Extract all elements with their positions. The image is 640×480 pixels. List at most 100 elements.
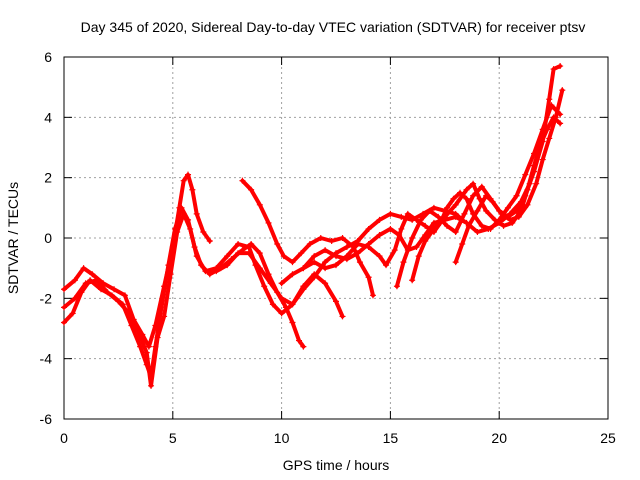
data-point-marker <box>441 213 448 220</box>
data-point-marker <box>300 343 307 350</box>
data-point-marker <box>278 280 285 287</box>
data-point-marker <box>289 319 296 326</box>
data-point-marker <box>559 87 566 94</box>
data-point-marker <box>311 274 318 281</box>
data-point-marker <box>93 277 100 284</box>
data-point-marker <box>115 298 122 305</box>
data-point-marker <box>224 253 231 260</box>
data-point-marker <box>235 250 242 257</box>
data-point-marker <box>104 289 111 296</box>
data-point-marker <box>461 210 468 217</box>
data-points <box>61 63 566 389</box>
data-point-marker <box>459 241 466 248</box>
data-point-marker <box>452 201 459 208</box>
x-tick-label: 10 <box>274 430 290 446</box>
data-point-marker <box>513 192 520 199</box>
data-point-marker <box>487 225 494 232</box>
data-point-marker <box>311 259 318 266</box>
data-point-marker <box>533 180 540 187</box>
data-point-marker <box>239 177 246 184</box>
data-point-marker <box>121 292 128 299</box>
data-point-marker <box>387 210 394 217</box>
data-point-marker <box>376 231 383 238</box>
data-point-marker <box>180 177 187 184</box>
x-tick-label: 0 <box>60 430 68 446</box>
data-point-marker <box>544 126 551 133</box>
series-trace-sat-i <box>410 115 563 283</box>
data-point-marker <box>470 192 477 199</box>
data-point-marker <box>391 247 398 254</box>
data-point-marker <box>317 235 324 241</box>
data-point-marker <box>193 253 200 260</box>
series-trace-sat-c <box>62 211 345 388</box>
data-point-marker <box>498 210 505 217</box>
data-point-marker <box>550 66 557 73</box>
data-point-marker <box>333 253 339 260</box>
data-point-marker <box>202 268 209 275</box>
data-point-marker <box>478 222 485 229</box>
data-point-marker <box>417 216 424 223</box>
data-point-marker <box>430 204 437 211</box>
data-point-marker <box>311 253 318 260</box>
data-point-marker <box>180 210 187 217</box>
data-point-marker <box>267 280 274 287</box>
data-point-marker <box>398 213 405 220</box>
data-point-marker <box>296 337 303 344</box>
data-point-marker <box>289 301 296 308</box>
data-point-marker <box>328 238 335 245</box>
data-point-marker <box>430 219 437 226</box>
y-axis-label: SDTVAR / TECUs <box>5 182 21 294</box>
data-point-marker <box>474 207 481 214</box>
data-point-marker <box>261 283 268 290</box>
x-axis-label: GPS time / hours <box>283 457 390 473</box>
data-point-marker <box>376 216 383 223</box>
data-point-marker <box>404 210 411 217</box>
data-point-marker <box>61 286 67 293</box>
data-point-marker <box>143 349 150 356</box>
data-point-marker <box>539 156 546 163</box>
data-point-marker <box>89 271 96 278</box>
series-trace-sat-a <box>62 172 212 349</box>
x-tick-label: 15 <box>383 430 399 446</box>
data-point-marker <box>478 183 485 190</box>
data-point-marker <box>154 334 161 341</box>
y-tick-label: 4 <box>44 109 52 125</box>
data-point-marker <box>61 319 67 326</box>
data-point-marker <box>452 259 459 266</box>
data-point-marker <box>278 310 285 317</box>
data-point-marker <box>422 238 429 245</box>
data-point-marker <box>531 162 538 169</box>
data-point-marker <box>111 286 118 293</box>
data-point-marker <box>300 265 307 272</box>
data-point-marker <box>515 213 522 220</box>
data-point-marker <box>71 277 78 284</box>
series-trace-sat-e <box>214 205 465 307</box>
data-point-marker <box>300 286 307 293</box>
data-point-marker <box>524 186 531 193</box>
data-point-marker <box>322 259 329 266</box>
data-point-marker <box>500 222 507 229</box>
data-point-marker <box>452 228 459 235</box>
data-point-marker <box>339 235 346 241</box>
data-point-marker <box>333 298 339 305</box>
data-point-marker <box>343 244 350 251</box>
data-point-marker <box>61 304 67 311</box>
data-point-marker <box>398 225 405 232</box>
y-tick-label: 0 <box>44 230 52 246</box>
data-point-marker <box>365 244 372 251</box>
data-point-marker <box>278 295 285 302</box>
data-point-marker <box>354 241 361 248</box>
data-point-marker <box>274 241 281 248</box>
data-point-marker <box>504 204 511 211</box>
data-point-marker <box>443 204 450 211</box>
data-point-marker <box>178 204 185 211</box>
data-point-marker <box>365 274 372 281</box>
data-point-marker <box>71 295 78 302</box>
data-point-marker <box>185 171 192 178</box>
data-point-marker <box>450 195 457 202</box>
data-point-marker <box>393 283 400 290</box>
data-point-marker <box>557 120 564 127</box>
data-point-marker <box>224 262 231 269</box>
x-tick-label: 25 <box>600 430 616 446</box>
